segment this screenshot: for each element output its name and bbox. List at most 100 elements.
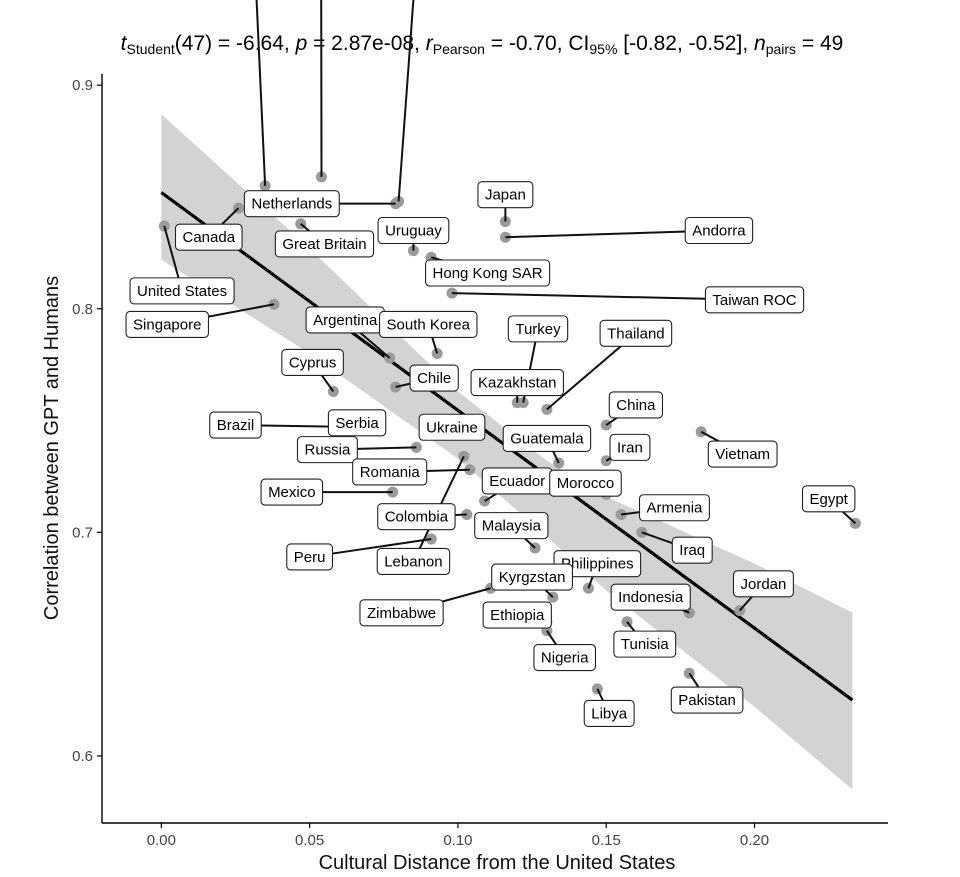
point-label-text: South Korea bbox=[387, 316, 471, 333]
point-label-text: Jordan bbox=[740, 576, 786, 593]
point-label-box bbox=[704, 286, 805, 314]
subtitle-r: r bbox=[426, 32, 434, 55]
subtitle-p-val: = 2.87e-08, bbox=[307, 32, 426, 55]
point-label-text: Serbia bbox=[335, 415, 379, 432]
point-label: Tunisia bbox=[613, 630, 677, 658]
point-label-text: Argentina bbox=[313, 312, 378, 329]
point-label-text: Egypt bbox=[809, 491, 848, 508]
point-label-text: Andorra bbox=[692, 223, 746, 240]
point-label-text: Thailand bbox=[607, 325, 665, 342]
point-label-text: Malaysia bbox=[482, 518, 542, 535]
point-label-box bbox=[260, 478, 324, 506]
subtitle-r-sub: Pearson bbox=[433, 41, 485, 57]
point-label-text: United States bbox=[137, 283, 227, 300]
point-label-text: Uruguay bbox=[385, 223, 442, 240]
point-label: Indonesia bbox=[610, 583, 691, 611]
subtitle-ci-val: [-0.82, -0.52], bbox=[617, 32, 754, 55]
point-label: Brazil bbox=[209, 411, 262, 439]
point-label-box bbox=[281, 348, 344, 376]
point-label: Russia bbox=[296, 436, 358, 464]
point-label-text: Philippines bbox=[561, 556, 634, 573]
point-label-text: Japan bbox=[485, 187, 526, 204]
point-label-text: Ukraine bbox=[426, 419, 478, 436]
leader-line bbox=[451, 292, 755, 301]
point-label-text: Brazil bbox=[217, 417, 255, 434]
point-label-text: Iraq bbox=[679, 542, 705, 559]
point-label-box bbox=[243, 190, 340, 218]
point-label-box bbox=[477, 181, 534, 209]
y-tick-label: 0.8 bbox=[72, 301, 93, 318]
subtitle-n: n bbox=[754, 32, 766, 55]
point-label: Jordan bbox=[732, 570, 794, 598]
point-label-text: Singapore bbox=[133, 316, 201, 333]
subtitle-t: t bbox=[121, 32, 128, 55]
point-label: Libya bbox=[583, 699, 635, 727]
point-label-text: Nigeria bbox=[541, 650, 589, 667]
point-label-text: Lebanon bbox=[384, 553, 442, 570]
point-label-text: Mexico bbox=[268, 484, 316, 501]
point-label: Uruguay bbox=[377, 216, 450, 245]
point-label-box bbox=[474, 512, 549, 540]
point-label-text: Romania bbox=[360, 464, 421, 481]
point-label-box bbox=[732, 570, 794, 598]
point-label: Japan bbox=[477, 181, 534, 209]
point-label-box bbox=[670, 686, 744, 714]
point-label-box bbox=[359, 599, 444, 627]
point-label: Netherlands bbox=[243, 190, 340, 218]
point-label-box bbox=[376, 547, 451, 575]
point-label-text: Great Britain bbox=[282, 236, 366, 253]
point-label: Kazakhstan bbox=[470, 368, 564, 397]
point-label-box bbox=[379, 310, 478, 338]
point-label-box bbox=[125, 310, 209, 338]
point-label-box bbox=[533, 643, 597, 672]
point-label: Cyprus bbox=[281, 348, 344, 376]
point-label: Mexico bbox=[260, 478, 324, 506]
point-label-box bbox=[377, 216, 450, 245]
point-label-box bbox=[671, 536, 713, 564]
point-label-text: Guatemala bbox=[510, 430, 584, 447]
labels-layer: AustraliaNew ZealandGermanyNetherlandsCa… bbox=[125, 0, 857, 727]
point-label: Chile bbox=[409, 364, 459, 392]
point-label-box bbox=[174, 223, 243, 251]
point-label: Nigeria bbox=[533, 643, 597, 672]
point-label-text: Netherlands bbox=[251, 196, 332, 213]
point-label: South Korea bbox=[379, 310, 478, 338]
point-label: Serbia bbox=[327, 409, 387, 437]
point-label-box bbox=[470, 368, 564, 397]
y-tick-label: 0.6 bbox=[72, 748, 93, 765]
point-label-box bbox=[286, 543, 334, 571]
point-label: Vietnam bbox=[707, 440, 778, 468]
subtitle-t-val: (47) = -6.64, bbox=[175, 32, 296, 55]
subtitle-ci-sub: 95% bbox=[589, 41, 617, 57]
point-label: Canada bbox=[174, 223, 243, 251]
point-label-box bbox=[549, 469, 622, 497]
point-label-box bbox=[129, 277, 235, 305]
y-axis-title: Correlation between GPT and Humans bbox=[41, 276, 63, 620]
point-label-box bbox=[491, 563, 573, 591]
point-label-box bbox=[209, 411, 262, 439]
point-label-box bbox=[684, 216, 754, 245]
point-label-text: Hong Kong SAR bbox=[433, 265, 543, 282]
point-label: Iraq bbox=[671, 536, 713, 564]
point-label-text: Indonesia bbox=[618, 589, 684, 606]
point-label-box bbox=[352, 458, 428, 486]
point-label-text: Kazakhstan bbox=[478, 375, 556, 392]
subtitle-p: p bbox=[295, 32, 308, 55]
point-label: Egypt bbox=[801, 485, 856, 513]
subtitle-r-val: = -0.70, CI bbox=[485, 32, 589, 55]
point-label-text: Kyrgzstan bbox=[499, 569, 566, 586]
point-label: United States bbox=[129, 277, 235, 305]
point-label: Ecuador bbox=[481, 467, 553, 495]
point-label-text: China bbox=[616, 397, 656, 414]
plot-area: 0.00 0.05 0.10 0.15 0.20 0.6 0.7 0.8 0.9 Australi… bbox=[72, 0, 888, 849]
point-label-box bbox=[502, 424, 592, 452]
point-label: Armenia bbox=[638, 494, 710, 522]
point-label: Thailand bbox=[599, 319, 673, 347]
point-label: Ethiopia bbox=[482, 601, 552, 629]
point-label-box bbox=[599, 319, 673, 347]
point-label-text: Iran bbox=[617, 439, 643, 456]
point-label-box bbox=[418, 413, 486, 441]
point-label: Andorra bbox=[684, 216, 754, 245]
point-label: Taiwan ROC bbox=[704, 286, 805, 314]
point-label: China bbox=[608, 391, 664, 419]
